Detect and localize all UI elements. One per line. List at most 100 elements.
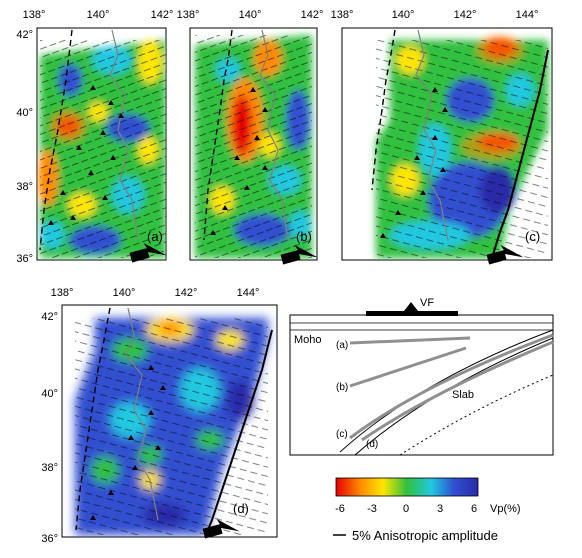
- cross-section-schematic: VF Moho Slab (a) (b) (c) (d): [289, 297, 554, 456]
- panel-b-plate-motion-arrow: [280, 244, 318, 265]
- volcano-marker: [442, 107, 448, 112]
- lon-tick-label: 140°: [392, 9, 415, 21]
- volcano-marker: [244, 185, 250, 190]
- lon-tick-label: 140°: [239, 9, 262, 21]
- lat-tick-label: 40°: [16, 107, 33, 119]
- lat-tick-label: 42°: [41, 311, 58, 323]
- depth-line-d: [361, 340, 554, 442]
- depth-label-d: (d): [366, 439, 378, 450]
- anisotropy-legend-label: 5% Anisotropic amplitude: [352, 528, 498, 543]
- lon-tick-label: 144°: [237, 287, 260, 299]
- colorbar-tick: -3: [367, 503, 377, 515]
- panel-d-subduction-trench: [204, 329, 273, 538]
- panel-a-trench-line: [39, 29, 73, 251]
- volcano-marker: [234, 155, 240, 160]
- panel-d-label: (d): [233, 501, 249, 516]
- lon-tick-label: 142°: [151, 9, 174, 21]
- panel-a-label: (a): [147, 229, 163, 244]
- lon-tick-label: 142°: [454, 9, 477, 21]
- volcano-marker: [254, 135, 260, 140]
- lon-tick-label: 138°: [177, 9, 200, 21]
- depth-label-c: (c): [336, 429, 348, 440]
- volcano-marker: [128, 435, 134, 440]
- volcano-marker: [110, 155, 116, 160]
- lon-tick-label: 138°: [51, 287, 74, 299]
- volcano-marker: [48, 220, 54, 225]
- volcano-marker: [262, 165, 268, 170]
- lon-tick-label: 138°: [23, 9, 46, 21]
- lat-tick-label: 38°: [41, 462, 58, 474]
- volcano-marker: [222, 205, 228, 210]
- panel-d-volcanoes: [90, 365, 166, 520]
- depth-line-a: [349, 336, 471, 345]
- colorbar-tick: 3: [437, 503, 443, 515]
- volcano-marker: [76, 145, 82, 150]
- lon-tick-label: 138°: [331, 9, 354, 21]
- volcano-marker: [262, 107, 268, 112]
- panel-b-coastline: [259, 29, 289, 241]
- panel-c-subduction-trench: [491, 49, 549, 259]
- moho-label: Moho: [294, 334, 322, 346]
- depth-label-b: (b): [336, 382, 348, 393]
- volcano-marker: [88, 170, 94, 175]
- slab-label: Slab: [452, 389, 474, 401]
- panel-b-trench-line: [203, 29, 233, 241]
- panel-d-velocity-map: [75, 318, 268, 535]
- lon-tick-label: 140°: [87, 9, 110, 21]
- panel-d-trench-line: [75, 307, 111, 531]
- lat-tick-label: 42°: [16, 29, 33, 41]
- panel-d: (d) 138° 140° 142° 144° 42° 40° 38° 36°: [41, 287, 278, 545]
- panel-b: (b) 138° 140° 142°: [177, 9, 323, 265]
- depth-line-b: [349, 346, 467, 388]
- colorbar-unit-label: Vp(%): [490, 503, 521, 515]
- volcano-marker: [432, 87, 438, 92]
- volcano-marker: [108, 100, 114, 105]
- depth-line-c: [349, 333, 554, 440]
- volcano-marker: [90, 515, 96, 520]
- volcano-marker: [90, 85, 96, 90]
- panel-d-coastline: [125, 307, 159, 521]
- lon-tick-label: 142°: [175, 287, 198, 299]
- panel-b-label: (b): [296, 229, 312, 244]
- volcano-marker: [420, 190, 426, 195]
- colorbar-gradient: [335, 477, 479, 497]
- panel-a-velocity-map: [38, 40, 166, 258]
- panel-b-velocity-map: [195, 35, 312, 258]
- lat-tick-label: 36°: [41, 533, 58, 545]
- colorbar: -6 -3 0 3 6 Vp(%): [335, 477, 521, 515]
- volcano-marker: [250, 87, 256, 92]
- vf-label: VF: [420, 297, 434, 309]
- panel-c-label: (c): [525, 229, 540, 244]
- volcano-marker: [432, 135, 438, 140]
- panel-c-trench-line: [371, 29, 396, 191]
- volcano-marker: [132, 465, 138, 470]
- panel-a: (a) 138° 140° 142° 42° 40° 38° 36°: [16, 9, 173, 265]
- volcano-marker: [210, 230, 216, 235]
- volcano-marker: [148, 410, 154, 415]
- colorbar-tick: 6: [471, 503, 477, 515]
- lon-tick-label: 144°: [516, 9, 539, 21]
- volcano-marker: [118, 113, 124, 118]
- cross-section-frame: [289, 314, 554, 456]
- panel-d-plate-motion-arrow: [202, 518, 240, 539]
- colorbar-tick: -6: [335, 503, 345, 515]
- volcano-marker: [102, 195, 108, 200]
- volcano-marker: [440, 167, 446, 172]
- panel-c-plate-motion-arrow: [486, 244, 524, 265]
- volcano-marker: [395, 210, 401, 215]
- panel-a-coastline: [109, 29, 139, 241]
- panel-b-volcanoes: [210, 87, 268, 235]
- lon-tick-label: 140°: [113, 287, 136, 299]
- panel-c-coastline: [415, 29, 449, 241]
- volcano-marker: [414, 155, 420, 160]
- volcano-marker: [155, 445, 161, 450]
- anisotropy-legend: 5% Anisotropic amplitude: [333, 528, 498, 543]
- volcano-marker: [148, 365, 154, 370]
- slab-dashed-boundary: [399, 374, 554, 456]
- panel-c-volcanoes: [380, 87, 448, 238]
- colorbar-tick: 0: [403, 503, 409, 515]
- volcano-marker: [160, 385, 166, 390]
- panel-c-velocity-map: [376, 36, 548, 258]
- volcano-marker: [380, 233, 386, 238]
- volcano-marker: [70, 215, 76, 220]
